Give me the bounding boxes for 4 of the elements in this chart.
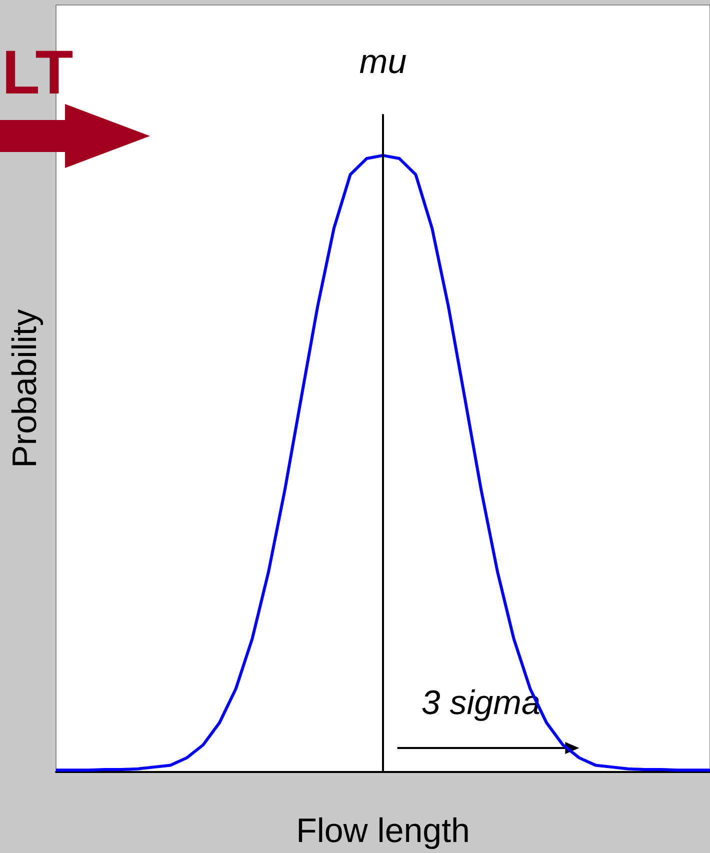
text: LT — [2, 38, 74, 108]
y-axis-title: Probability — [6, 309, 44, 468]
text: mu — [359, 43, 407, 81]
x-axis-title: Flow length — [296, 812, 470, 850]
